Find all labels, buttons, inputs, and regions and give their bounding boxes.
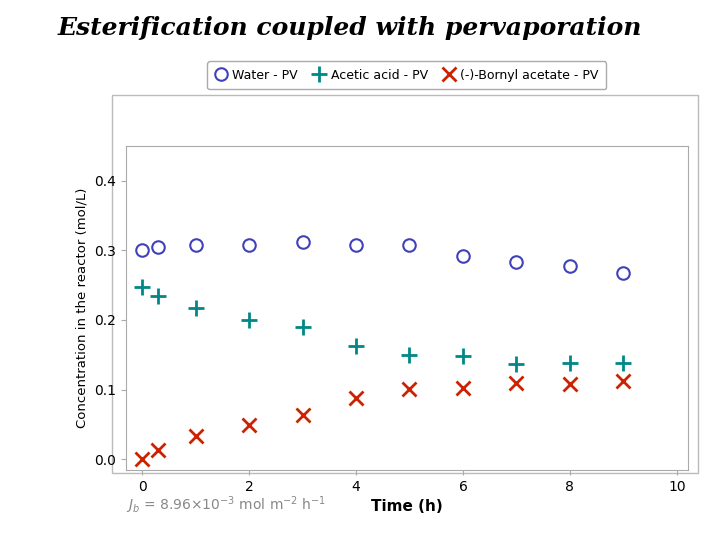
Acetic acid - PV — [351, 343, 360, 350]
Water - PV — [459, 253, 467, 259]
(-)-Bornyl acetate - PV — [459, 385, 467, 392]
Line: Water - PV: Water - PV — [136, 235, 630, 280]
(-)-Bornyl acetate - PV — [154, 447, 163, 453]
(-)-Bornyl acetate - PV — [512, 380, 521, 386]
Acetic acid - PV — [154, 292, 163, 299]
Legend: Water - PV, Acetic acid - PV, (-)-Bornyl acetate - PV: Water - PV, Acetic acid - PV, (-)-Bornyl… — [207, 62, 606, 89]
Acetic acid - PV — [298, 323, 307, 330]
Water - PV — [138, 247, 146, 254]
Text: Esterification coupled with pervaporation: Esterification coupled with pervaporatio… — [58, 16, 642, 40]
Water - PV — [405, 242, 414, 249]
Water - PV — [566, 263, 575, 269]
Acetic acid - PV — [512, 361, 521, 367]
(-)-Bornyl acetate - PV — [138, 456, 146, 463]
(-)-Bornyl acetate - PV — [619, 377, 628, 384]
Water - PV — [245, 242, 253, 249]
Water - PV — [351, 242, 360, 249]
Acetic acid - PV — [405, 352, 414, 358]
(-)-Bornyl acetate - PV — [192, 433, 200, 440]
Acetic acid - PV — [459, 353, 467, 360]
(-)-Bornyl acetate - PV — [351, 395, 360, 401]
Line: (-)-Bornyl acetate - PV: (-)-Bornyl acetate - PV — [135, 374, 631, 467]
X-axis label: Time (h): Time (h) — [371, 499, 443, 514]
Acetic acid - PV — [245, 317, 253, 323]
Acetic acid - PV — [566, 360, 575, 367]
Line: Acetic acid - PV: Acetic acid - PV — [135, 279, 631, 372]
(-)-Bornyl acetate - PV — [566, 381, 575, 387]
Y-axis label: Concentration in the reactor (mol/L): Concentration in the reactor (mol/L) — [76, 187, 89, 428]
Text: $\mathit{J_b}$ = 8.96×10$^{-3}$ mol m$^{-2}$ h$^{-1}$: $\mathit{J_b}$ = 8.96×10$^{-3}$ mol m$^{… — [126, 494, 326, 516]
Acetic acid - PV — [138, 284, 146, 290]
Water - PV — [512, 259, 521, 265]
Water - PV — [619, 270, 628, 276]
Water - PV — [154, 244, 163, 250]
Water - PV — [298, 239, 307, 245]
(-)-Bornyl acetate - PV — [298, 412, 307, 418]
(-)-Bornyl acetate - PV — [405, 386, 414, 392]
Acetic acid - PV — [192, 305, 200, 312]
(-)-Bornyl acetate - PV — [245, 421, 253, 428]
Water - PV — [192, 242, 200, 249]
Acetic acid - PV — [619, 360, 628, 367]
